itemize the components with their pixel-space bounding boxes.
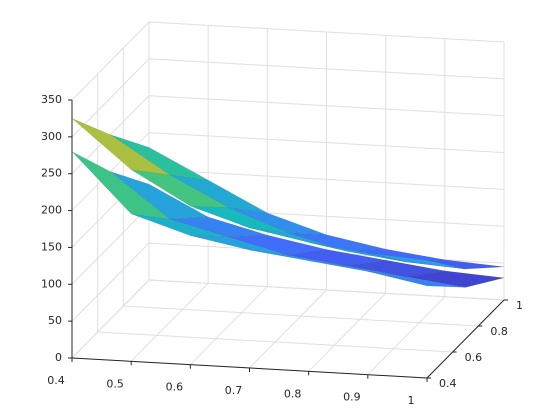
grid-line (71, 242, 150, 322)
grid-line (367, 296, 446, 376)
x-tick-label: 0.8 (284, 387, 302, 400)
grid-line (148, 132, 505, 154)
grid-line (148, 58, 505, 80)
z-tick-label: 0 (55, 351, 62, 364)
z-tick-label: 350 (41, 93, 62, 106)
x-tick-label: 0.6 (166, 381, 184, 394)
grid-line (249, 289, 327, 369)
surface-patch (71, 151, 171, 220)
z-tick-label: 300 (41, 130, 62, 143)
grid-line (130, 282, 209, 362)
x-tick-label: 0.7 (225, 384, 243, 397)
surface-patch (367, 271, 466, 288)
z-tick-label: 200 (41, 204, 62, 217)
y-axis (426, 299, 505, 379)
grid-line (148, 168, 505, 190)
y-tick-label: 0.8 (490, 325, 508, 338)
x-tick-label: 0.4 (47, 374, 65, 387)
z-tick-label: 150 (41, 240, 62, 253)
grid-line (97, 331, 453, 353)
grid-line (148, 95, 505, 117)
grid-line (308, 292, 387, 372)
z-tick-label: 250 (41, 167, 62, 180)
y-tick-label: 1 (516, 299, 523, 312)
surface-patch (367, 252, 466, 270)
x-tick-label: 1 (408, 394, 415, 407)
grid-line (189, 286, 268, 366)
y-tick-label: 0.6 (465, 351, 483, 364)
grid-line (123, 305, 479, 327)
y-tick-label: 0.4 (439, 377, 457, 390)
x-tick-label: 0.9 (343, 391, 361, 404)
grid-line (148, 279, 505, 301)
grid-line (71, 205, 150, 285)
x-tick-label: 0.5 (106, 377, 124, 390)
surface-patch (71, 118, 170, 176)
grid-line (71, 21, 150, 101)
grid-line (148, 21, 505, 43)
z-tick-label: 100 (41, 277, 62, 290)
z-tick-label: 50 (48, 314, 62, 327)
grid-line (71, 279, 150, 359)
